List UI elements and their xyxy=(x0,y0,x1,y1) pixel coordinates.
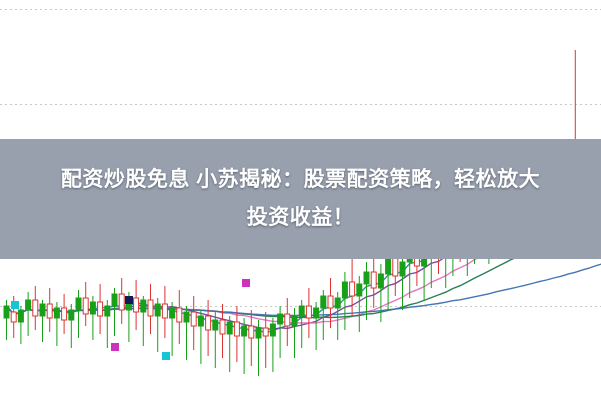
overlay-title-line2: 投资收益！ xyxy=(246,206,355,229)
overlay-title-line1: 配资炒股免息 小苏揭秘：股票配资策略，轻松放大 xyxy=(60,168,541,191)
title-overlay-band: 配资炒股免息 小苏揭秘：股票配资策略，轻松放大 投资收益！ xyxy=(0,139,601,259)
